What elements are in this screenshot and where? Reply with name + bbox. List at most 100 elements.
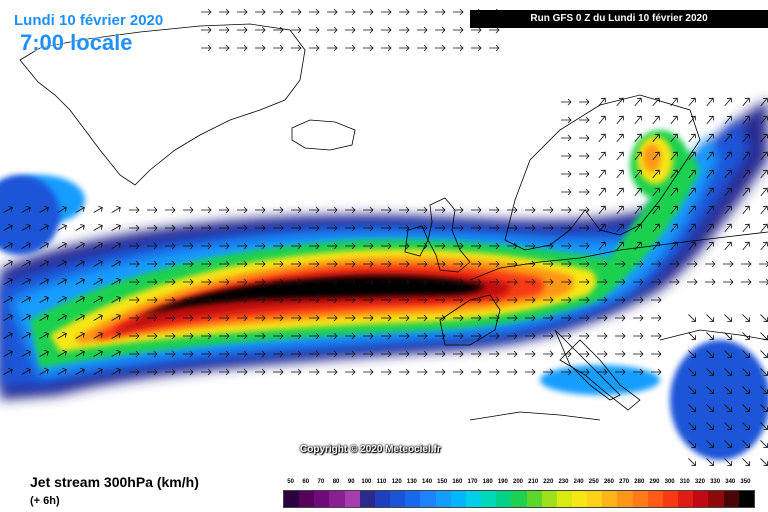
wind-arrow xyxy=(435,44,446,52)
wind-arrow xyxy=(399,260,410,268)
wind-arrow xyxy=(165,368,176,376)
wind-arrow xyxy=(237,296,248,304)
wind-arrow xyxy=(3,350,13,357)
wind-arrow xyxy=(273,278,284,286)
wind-arrow xyxy=(417,206,428,214)
scale-swatch xyxy=(284,491,300,507)
wind-arrow xyxy=(598,187,606,197)
wind-arrow xyxy=(147,350,158,358)
coastlines xyxy=(19,23,768,421)
wind-arrow xyxy=(111,314,121,321)
wind-arrow xyxy=(688,404,696,412)
wind-arrow xyxy=(435,296,446,304)
wind-arrow xyxy=(670,187,678,197)
wind-arrow xyxy=(561,188,572,196)
wind-arrow xyxy=(363,332,374,340)
wind-arrow xyxy=(742,368,750,376)
wind-arrow xyxy=(219,278,230,286)
wind-arrow xyxy=(93,242,103,249)
wind-arrow xyxy=(93,314,103,321)
scale-swatch xyxy=(587,491,603,507)
wind-arrow xyxy=(75,224,85,231)
wind-arrow xyxy=(471,242,482,250)
wind-arrow xyxy=(345,332,356,340)
wind-arrow xyxy=(255,350,266,358)
wind-arrow xyxy=(129,278,140,286)
wind-arrow xyxy=(615,260,626,268)
wind-arrow xyxy=(760,133,768,143)
wind-arrow xyxy=(255,314,266,322)
wind-arrow xyxy=(616,205,624,215)
wind-arrow xyxy=(561,332,572,340)
wind-arrow xyxy=(651,350,662,358)
wind-arrow xyxy=(165,206,176,214)
scale-swatch xyxy=(526,491,542,507)
wind-arrow xyxy=(363,278,374,286)
wind-arrow xyxy=(417,278,428,286)
wind-arrow xyxy=(670,241,678,251)
scale-tick-label: 330 xyxy=(710,479,721,485)
wind-arrow xyxy=(165,224,176,232)
wind-arrow xyxy=(129,332,140,340)
wind-arrow xyxy=(3,296,13,303)
wind-arrow xyxy=(525,368,536,376)
wind-arrow xyxy=(237,44,248,52)
wind-arrow xyxy=(309,314,320,322)
wind-arrow xyxy=(93,224,103,231)
europe-coast xyxy=(439,231,768,421)
wind-arrow xyxy=(525,296,536,304)
wind-arrow xyxy=(219,350,230,358)
wind-arrow xyxy=(417,368,428,376)
wind-arrow xyxy=(381,368,392,376)
wind-arrow xyxy=(291,314,302,322)
wind-arrow xyxy=(183,224,194,232)
wind-arrow xyxy=(579,314,590,322)
wind-arrow xyxy=(742,350,750,358)
wind-arrow xyxy=(453,224,464,232)
wind-arrow xyxy=(381,206,392,214)
wind-arrow xyxy=(219,206,230,214)
scale-tick-label: 150 xyxy=(437,479,448,485)
wind-arrow xyxy=(111,224,121,231)
wind-arrow xyxy=(742,205,750,215)
wind-arrow xyxy=(309,278,320,286)
wind-arrow xyxy=(669,260,680,268)
wind-arrow xyxy=(417,44,428,52)
wind-arrow xyxy=(543,278,554,286)
scale-swatch xyxy=(662,491,679,507)
wind-arrow xyxy=(345,8,356,16)
wind-arrow xyxy=(39,278,49,285)
wind-arrow xyxy=(291,224,302,232)
wind-arrow xyxy=(670,223,678,233)
wind-arrow xyxy=(21,368,31,375)
wind-arrow xyxy=(489,350,500,358)
wind-arrow xyxy=(93,332,103,339)
wind-arrow xyxy=(165,278,176,286)
wind-arrow xyxy=(399,332,410,340)
wind-arrow xyxy=(453,278,464,286)
wind-arrow xyxy=(724,386,732,394)
wind-arrow xyxy=(39,314,49,321)
wind-arrow xyxy=(183,332,194,340)
wind-arrow xyxy=(201,242,212,250)
wind-arrow xyxy=(147,242,158,250)
wind-arrow xyxy=(634,133,642,143)
wind-arrow xyxy=(615,314,626,322)
wind-arrow xyxy=(453,44,464,52)
wind-arrow xyxy=(291,350,302,358)
wind-arrow xyxy=(597,350,608,358)
wind-arrow xyxy=(399,368,410,376)
wind-arrow xyxy=(183,314,194,322)
scale-swatch xyxy=(344,491,360,507)
wind-arrow xyxy=(111,296,121,303)
wind-arrow xyxy=(255,8,266,16)
wind-arrow xyxy=(453,314,464,322)
wind-arrow xyxy=(525,224,536,232)
wind-arrow xyxy=(597,260,608,268)
jet-stream-map xyxy=(0,8,768,466)
wind-arrow xyxy=(471,44,482,52)
wind-arrow xyxy=(651,278,662,286)
wind-arrow xyxy=(129,260,140,268)
wind-arrow xyxy=(742,314,750,322)
wind-arrow xyxy=(561,170,572,178)
